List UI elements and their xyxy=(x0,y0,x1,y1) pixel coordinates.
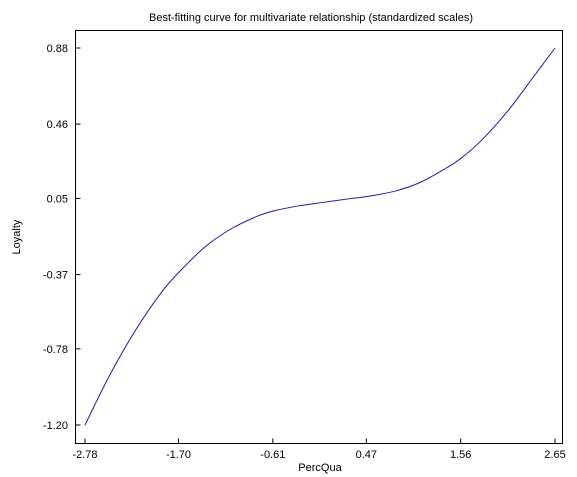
y-tick-label: 0.46 xyxy=(47,119,68,131)
x-tick-label: 0.47 xyxy=(356,449,377,461)
fitted-curve xyxy=(84,47,556,426)
y-tick-label: 0.05 xyxy=(47,193,68,205)
y-axis-label: Loyalty xyxy=(11,219,23,254)
x-axis-label: PercQua xyxy=(298,462,342,474)
x-tick-label: -0.61 xyxy=(260,449,285,461)
y-tick-label: -0.37 xyxy=(43,270,68,282)
x-tick-label: -2.78 xyxy=(72,449,97,461)
y-tick-label: -0.78 xyxy=(43,344,68,356)
x-axis: -2.78 -1.70 -0.61 0.47 1.56 2.65 xyxy=(72,438,566,461)
y-axis: 0.88 0.46 0.05 -0.37 -0.78 -1.20 xyxy=(43,43,81,432)
y-tick-label: 0.88 xyxy=(47,43,68,55)
x-tick-label: -1.70 xyxy=(166,449,191,461)
plot-frame xyxy=(75,30,563,444)
y-tick-label: -1.20 xyxy=(43,420,68,432)
chart-title: Best-fitting curve for multivariate rela… xyxy=(149,12,473,24)
x-tick-label: 1.56 xyxy=(450,449,471,461)
x-tick-label: 2.65 xyxy=(544,449,565,461)
